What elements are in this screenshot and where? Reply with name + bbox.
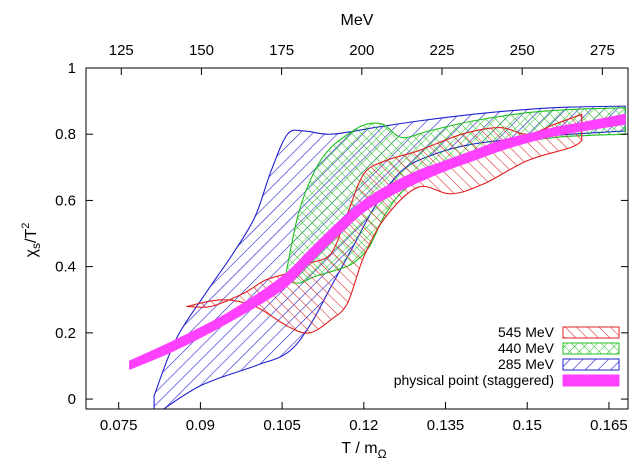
legend-label-physical-point-staggered: physical point (staggered) — [394, 372, 554, 388]
x-axis-label-sub: Ω — [378, 447, 387, 461]
bands-group — [129, 105, 626, 409]
legend-label-440-mev: 440 MeV — [498, 340, 555, 356]
top-tick-label: 275 — [590, 42, 615, 59]
x-tick-label: 0.105 — [263, 417, 301, 434]
y-tick-label: 0 — [68, 391, 76, 408]
plot-frame — [85, 67, 629, 410]
top-tick-label: 150 — [189, 42, 214, 59]
top-tick-label: 225 — [429, 42, 454, 59]
band-physical-point-staggered — [129, 113, 626, 370]
x-tick-label: 0.135 — [427, 417, 465, 434]
y-axis-label-sub: s — [29, 243, 43, 249]
legend-swatch-440-mev — [562, 342, 620, 355]
legend-swatch-285-mev — [562, 358, 620, 371]
x-axis-label-main: T / m — [341, 440, 377, 457]
y-tick-label: 1 — [68, 60, 76, 77]
y-axis-label: χs/T2 — [20, 223, 43, 258]
top-tick-label: 175 — [269, 42, 294, 59]
y-axis-label-sup: 2 — [20, 223, 32, 229]
y-axis-label-main: χ — [23, 248, 40, 257]
y-tick-label: 0.6 — [55, 192, 76, 209]
top-axis-label: MeV — [341, 12, 374, 29]
x-tick-label: 0.15 — [513, 417, 542, 434]
axes-group: 0.075 0.09 0.105 0.12 0.135 0.15 0.165 0 0.2 0.4 0… — [55, 42, 628, 434]
y-tick-label: 0.8 — [55, 126, 76, 143]
y-tick-label: 0.2 — [55, 325, 76, 342]
legend-swatch-545-mev — [562, 326, 620, 339]
x-tick-label: 0.09 — [186, 417, 215, 434]
x-tick-label: 0.075 — [100, 417, 138, 434]
y-axis-label-tail: /T — [23, 229, 40, 243]
top-tick-label: 250 — [510, 42, 535, 59]
top-tick-label: 200 — [349, 42, 374, 59]
x-axis-label: T / mΩ — [341, 440, 386, 461]
legend-swatch-physical-point-staggered — [562, 374, 620, 387]
x-tick-label: 0.12 — [349, 417, 378, 434]
legend-label-285-mev: 285 MeV — [498, 356, 555, 372]
legend-label-545-mev: 545 MeV — [498, 324, 555, 340]
x-tick-label: 0.165 — [590, 417, 628, 434]
top-tick-label: 125 — [109, 42, 134, 59]
y-tick-label: 0.4 — [55, 259, 76, 276]
